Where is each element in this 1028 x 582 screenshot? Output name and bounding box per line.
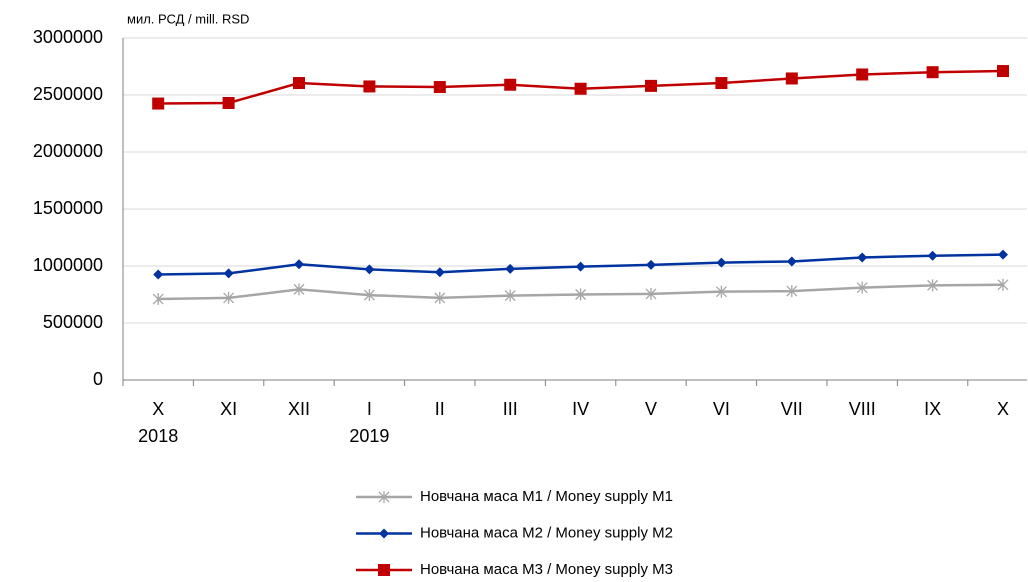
marker (646, 259, 656, 270)
marker (574, 82, 587, 95)
marker (223, 291, 235, 304)
legend-label: Новчана маса М3 / Money supply M3 (420, 561, 673, 578)
y-tick-label: 1000000 (33, 255, 103, 275)
marker (997, 278, 1009, 291)
x-tick-label: I (367, 399, 372, 419)
y-tick-label: 3000000 (33, 27, 103, 47)
x-tick-label: II (435, 399, 445, 419)
marker (223, 268, 234, 279)
marker (927, 279, 939, 292)
marker (645, 79, 657, 92)
marker (379, 528, 389, 539)
marker (998, 249, 1008, 260)
marker (785, 72, 798, 85)
marker (293, 283, 305, 296)
marker (153, 269, 164, 280)
marker (926, 66, 939, 79)
x-tick-year: 2019 (349, 426, 389, 446)
marker (786, 256, 797, 267)
marker (378, 564, 390, 576)
unit-label: мил. РСД / mill. RSD (127, 11, 249, 26)
marker (716, 257, 727, 268)
marker (575, 261, 586, 272)
marker (222, 96, 235, 109)
legend-label: Новчана маса М2 / Money supply M2 (420, 524, 673, 541)
x-tick-label: X (152, 399, 164, 419)
x-tick-label: VIII (849, 399, 876, 419)
marker (294, 259, 304, 270)
marker (786, 285, 798, 298)
marker (378, 491, 390, 503)
x-tick-label: XI (220, 399, 237, 419)
x-tick-label: VI (713, 399, 730, 419)
y-tick-label: 2500000 (33, 84, 103, 104)
marker (504, 78, 517, 91)
marker (434, 291, 446, 304)
marker (364, 264, 375, 275)
marker (997, 65, 1009, 78)
x-tick-label: X (997, 399, 1009, 419)
y-tick-label: 2000000 (33, 141, 103, 161)
x-tick-label: VII (781, 399, 803, 419)
marker (152, 97, 165, 110)
y-tick-label: 500000 (43, 312, 103, 332)
marker (575, 288, 587, 301)
marker (293, 77, 305, 90)
y-tick-label: 0 (93, 369, 103, 389)
y-tick-label: 1500000 (33, 198, 103, 218)
x-tick-label: III (503, 399, 518, 419)
marker (927, 250, 938, 261)
marker (857, 252, 868, 263)
marker (152, 293, 164, 306)
marker (363, 80, 376, 93)
marker (856, 281, 868, 294)
x-tick-label: IX (924, 399, 941, 419)
marker (856, 68, 869, 81)
marker (715, 285, 727, 298)
marker (363, 289, 375, 302)
x-tick-year: 2018 (138, 426, 178, 446)
legend-label: Новчана маса М1 / Money supply M1 (420, 488, 673, 505)
x-tick-label: XII (288, 399, 310, 419)
marker (504, 289, 516, 302)
marker (715, 77, 728, 90)
marker (433, 81, 446, 94)
marker (645, 287, 657, 300)
x-tick-label: IV (572, 399, 589, 419)
marker (434, 267, 445, 278)
x-tick-label: V (645, 399, 657, 419)
marker (505, 263, 516, 274)
